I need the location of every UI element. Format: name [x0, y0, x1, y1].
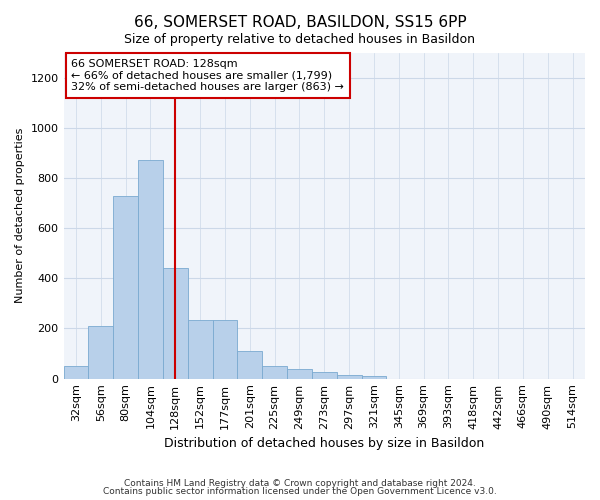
- Text: 66, SOMERSET ROAD, BASILDON, SS15 6PP: 66, SOMERSET ROAD, BASILDON, SS15 6PP: [134, 15, 466, 30]
- Bar: [312, 372, 337, 378]
- Bar: [238, 351, 262, 378]
- Text: Contains HM Land Registry data © Crown copyright and database right 2024.: Contains HM Land Registry data © Crown c…: [124, 478, 476, 488]
- Bar: [262, 366, 287, 378]
- Bar: [287, 368, 312, 378]
- Bar: [212, 320, 238, 378]
- Bar: [138, 160, 163, 378]
- Text: Size of property relative to detached houses in Basildon: Size of property relative to detached ho…: [125, 32, 476, 46]
- X-axis label: Distribution of detached houses by size in Basildon: Distribution of detached houses by size …: [164, 437, 484, 450]
- Bar: [188, 320, 212, 378]
- Bar: [64, 366, 88, 378]
- Text: 66 SOMERSET ROAD: 128sqm
← 66% of detached houses are smaller (1,799)
32% of sem: 66 SOMERSET ROAD: 128sqm ← 66% of detach…: [71, 59, 344, 92]
- Text: Contains public sector information licensed under the Open Government Licence v3: Contains public sector information licen…: [103, 487, 497, 496]
- Y-axis label: Number of detached properties: Number of detached properties: [15, 128, 25, 304]
- Bar: [113, 196, 138, 378]
- Bar: [163, 268, 188, 378]
- Bar: [362, 376, 386, 378]
- Bar: [337, 375, 362, 378]
- Bar: [88, 326, 113, 378]
